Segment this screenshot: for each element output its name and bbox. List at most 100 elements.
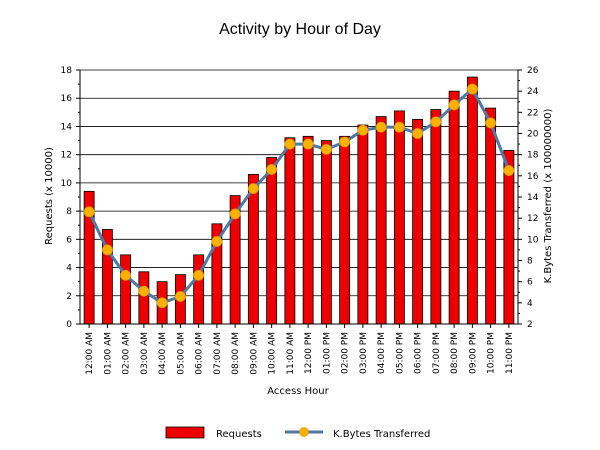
point-6 xyxy=(193,269,205,281)
y2-tick-label: 14 xyxy=(527,193,539,203)
x-tick-label: 01:00 AM xyxy=(103,332,113,375)
y-tick-label: 14 xyxy=(61,122,73,132)
point-10 xyxy=(266,164,278,175)
point-20 xyxy=(448,99,460,111)
point-3 xyxy=(138,285,150,297)
point-8 xyxy=(229,208,241,220)
point-23 xyxy=(503,165,515,176)
x-tick-label: 09:00 PM xyxy=(468,332,478,374)
bar-14 xyxy=(339,135,351,325)
legend: Requests K.Bytes Transferred xyxy=(165,426,430,440)
legend-swatch-requests xyxy=(165,426,205,439)
x-tick-label: 11:00 PM xyxy=(505,332,515,374)
y-tick-label: 8 xyxy=(66,207,72,217)
bar-15 xyxy=(357,124,369,325)
y-tick-label: 18 xyxy=(61,66,73,76)
bar-11 xyxy=(284,137,296,325)
point-2 xyxy=(120,269,132,281)
x-tick-label: 12:00 AM xyxy=(85,332,95,375)
y2-tick-label: 8 xyxy=(527,257,533,267)
y-tick-label: 2 xyxy=(66,292,72,302)
legend-label-kbytes: K.Bytes Transferred xyxy=(333,429,430,440)
point-5 xyxy=(174,291,186,302)
point-15 xyxy=(357,124,369,136)
point-17 xyxy=(393,121,405,133)
bar-21 xyxy=(466,76,478,325)
y2-tick-label: 2 xyxy=(527,320,533,330)
point-18 xyxy=(412,128,424,139)
y-tick-label: 12 xyxy=(61,151,72,161)
point-4 xyxy=(156,297,168,309)
y2-tick-label: 22 xyxy=(527,108,538,118)
y2-tick-label: 12 xyxy=(527,214,538,224)
y-tick-label: 16 xyxy=(61,94,73,104)
x-tick-label: 10:00 PM xyxy=(487,332,497,374)
point-21 xyxy=(466,83,478,95)
bar-17 xyxy=(393,110,405,325)
left-axis-ticks: 0 2 4 6 8 10 12 14 16 18 xyxy=(61,66,80,330)
x-tick-label: 11:00 AM xyxy=(286,332,296,375)
x-tick-label: 02:00 PM xyxy=(341,332,351,374)
line-series-kbytes xyxy=(83,83,515,309)
bar-20 xyxy=(448,90,460,325)
bar-12 xyxy=(302,135,314,325)
x-tick-label: 06:00 PM xyxy=(414,332,424,374)
x-axis-title: Access Hour xyxy=(267,386,329,397)
x-tick-label: 06:00 AM xyxy=(195,332,205,375)
chart-title: Activity by Hour of Day xyxy=(219,21,381,38)
point-19 xyxy=(430,116,442,128)
bar-13 xyxy=(320,140,332,325)
point-13 xyxy=(320,143,332,155)
y2-tick-label: 6 xyxy=(527,278,533,288)
point-1 xyxy=(101,244,113,256)
point-12 xyxy=(302,138,314,150)
bar-19 xyxy=(430,109,442,325)
y-tick-label: 0 xyxy=(66,320,72,330)
bar-10 xyxy=(266,157,278,325)
gridlines xyxy=(80,69,518,297)
x-tick-label: 07:00 AM xyxy=(213,332,223,375)
x-tick-label: 04:00 PM xyxy=(377,332,387,374)
x-axis-ticks: 12:00 AM 01:00 AM 02:00 AM 03:00 AM 04:00 AM… xyxy=(85,324,515,375)
x-tick-label: 02:00 AM xyxy=(122,332,132,375)
point-14 xyxy=(339,136,351,148)
point-16 xyxy=(375,121,387,133)
y2-tick-label: 4 xyxy=(527,299,533,309)
y-axis-title: Requests (x 10000) xyxy=(44,147,55,245)
point-9 xyxy=(247,183,259,194)
x-tick-label: 10:00 AM xyxy=(268,332,278,375)
y2-tick-label: 16 xyxy=(527,172,539,182)
x-tick-label: 09:00 AM xyxy=(249,332,259,375)
series-line-kbytes xyxy=(87,87,511,305)
y2-tick-label: 18 xyxy=(527,151,539,161)
bar-18 xyxy=(412,118,424,325)
x-tick-label: 08:00 PM xyxy=(450,332,460,374)
y-tick-label: 6 xyxy=(66,235,72,245)
bar-9 xyxy=(247,174,259,325)
y-tick-label: 10 xyxy=(61,179,73,189)
bar-22 xyxy=(485,107,497,325)
point-0 xyxy=(83,206,95,218)
x-tick-label: 03:00 PM xyxy=(359,332,369,374)
x-tick-label: 07:00 PM xyxy=(432,332,442,374)
bar-6 xyxy=(193,254,205,325)
point-22 xyxy=(485,117,497,129)
x-tick-label: 03:00 AM xyxy=(140,332,150,375)
bar-3 xyxy=(138,271,150,325)
y2-tick-label: 10 xyxy=(527,235,539,245)
bar-2 xyxy=(120,254,132,325)
point-11 xyxy=(284,138,296,150)
x-tick-label: 12:00 PM xyxy=(304,332,314,374)
x-tick-label: 01:00 PM xyxy=(322,332,332,374)
x-tick-label: 04:00 AM xyxy=(158,332,168,375)
x-tick-label: 08:00 AM xyxy=(231,332,241,375)
legend-marker-kbytes xyxy=(299,427,309,437)
y2-tick-label: 20 xyxy=(527,130,539,140)
y2-tick-label: 24 xyxy=(527,87,539,97)
x-tick-label: 05:00 PM xyxy=(395,332,405,374)
x-tick-label: 05:00 AM xyxy=(176,332,186,375)
point-7 xyxy=(211,236,223,247)
bar-23 xyxy=(503,150,515,325)
